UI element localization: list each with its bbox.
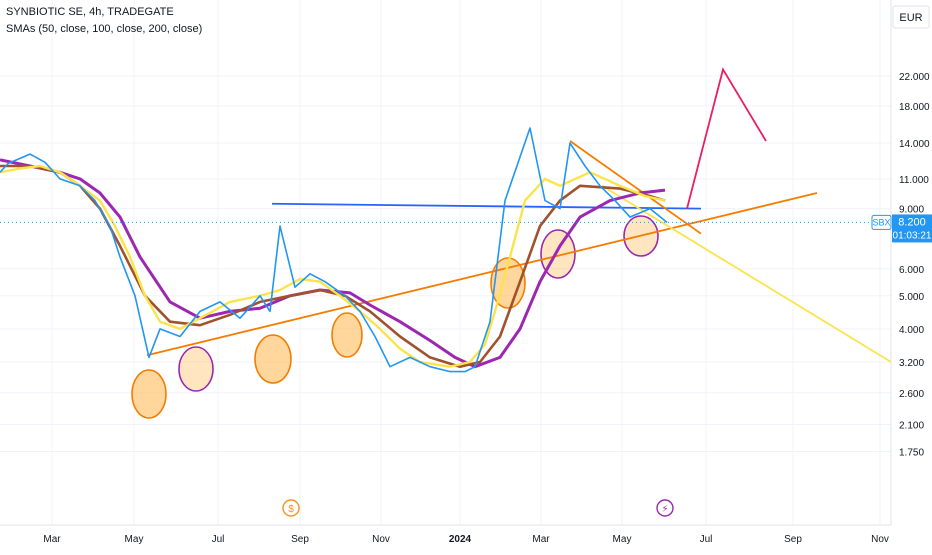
projection-up-path[interactable] [686,67,767,209]
trend-drawings[interactable] [146,67,892,363]
time-tick-label[interactable]: 2024 [449,534,472,545]
chart-legend: SYNBIOTIC SE, 4h, TRADEGATE SMAs (50, cl… [6,4,202,38]
sma200-line [0,158,666,369]
price-axis-ticks[interactable]: 22.000 18.000 14.000 11.000 9.000 6.000 5.000 4… [899,72,930,458]
event-markers[interactable]: $ ⚡ [282,499,674,517]
dividend-marker[interactable] [282,499,300,517]
last-price-label: SBX 8.200 01:03:21 [0,214,932,243]
last-price-value: 8.200 [898,216,926,228]
price-tick-label[interactable]: 9.000 [899,205,924,216]
highlight-circle-orange [331,312,363,358]
currency-label: EUR [899,12,922,24]
series-lines [0,127,668,373]
price-tick-label[interactable]: 11.000 [899,175,929,186]
price-tick-label[interactable]: 4.000 [899,325,924,336]
time-tick-label[interactable]: Jul [212,534,225,545]
price-tick-label[interactable]: 1.750 [899,448,924,459]
price-line [0,127,668,373]
highlight-circle-orange [254,334,292,384]
price-tick-label[interactable]: 3.200 [899,358,924,369]
dividend-marker-symbol: $ [288,504,294,515]
ticker-tag [871,214,892,230]
symbol-title[interactable]: SYNBIOTIC SE, 4h, TRADEGATE [6,6,174,18]
time-tick-label[interactable]: Sep [784,534,802,545]
time-tick-label[interactable]: Nov [372,534,390,545]
downtrend-trendline[interactable] [569,140,702,235]
sma50-line [0,164,666,368]
earnings-marker[interactable] [656,499,674,517]
indicator-title[interactable]: SMAs (50, close, 100, close, 200, close) [6,23,203,35]
time-tick-label[interactable]: Mar [532,534,550,545]
highlight-circle-purple [178,346,214,392]
highlight-circle-orange [131,369,167,419]
time-tick-label[interactable]: Sep [291,534,309,545]
price-tick-label[interactable]: 6.000 [899,265,924,276]
price-axis-bg [892,0,932,550]
price-tick-label[interactable]: 5.000 [899,292,924,303]
time-tick-label[interactable]: May [125,534,144,545]
support-trendline[interactable] [146,192,818,357]
projection-down-trendline[interactable] [601,184,892,363]
time-tick-label[interactable]: Mar [43,534,61,545]
price-tick-label[interactable]: 2.100 [899,420,924,431]
time-axis-bg [0,526,891,550]
time-tick-label[interactable]: May [613,534,632,545]
price-tick-label[interactable]: 2.600 [899,389,924,400]
bar-countdown: 01:03:21 [893,230,932,241]
time-tick-label[interactable]: Nov [871,534,889,545]
currency-box[interactable] [892,5,930,29]
last-price-tag [892,214,932,243]
time-tick-label[interactable]: Jul [700,534,713,545]
price-tick-label[interactable]: 22.000 [899,72,930,83]
price-tick-label[interactable]: 18.000 [899,102,930,113]
resistance-trendline[interactable] [271,202,702,210]
time-axis-ticks[interactable]: Mar May Jul Sep Nov 2024 Mar May Jul Sep Nov [43,534,889,545]
price-tick-label[interactable]: 14.000 [899,139,930,150]
ticker-label: SBX [872,217,890,227]
earnings-marker-symbol: ⚡ [661,504,668,515]
